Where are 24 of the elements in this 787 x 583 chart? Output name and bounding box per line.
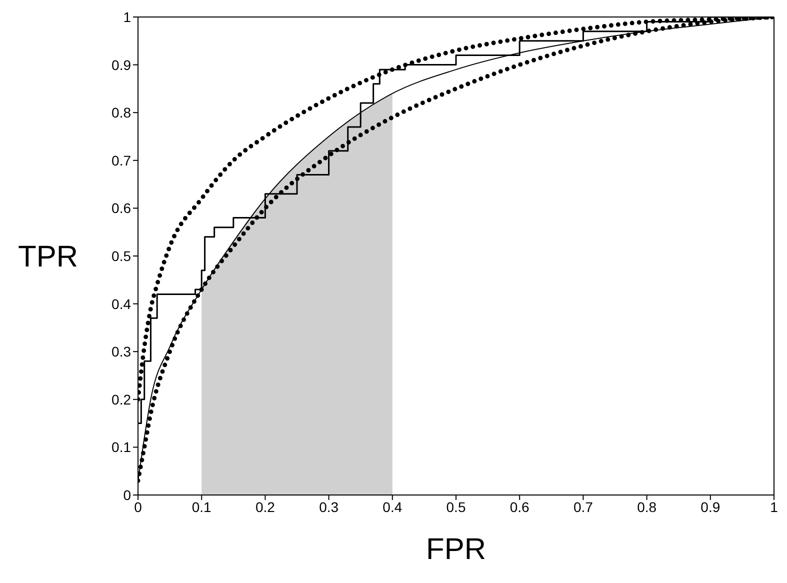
x-tick-label: 0.4 — [382, 498, 402, 515]
y-tick-label: 0.5 — [112, 248, 132, 264]
x-tick-label: 0.7 — [573, 498, 594, 515]
x-tick-label: 0.6 — [510, 498, 530, 515]
y-tick-label: 0.7 — [112, 152, 132, 168]
y-tick-label: 0.2 — [112, 391, 132, 408]
x-tick-label: 0 — [134, 498, 142, 515]
x-tick-label: 0.2 — [255, 498, 276, 515]
x-tick-label: 1 — [770, 498, 778, 515]
x-tick-label: 0.8 — [637, 498, 657, 515]
y-tick-label: 0.3 — [112, 344, 132, 360]
y-axis-title: TPR — [18, 240, 78, 274]
x-tick-label: 0.1 — [192, 498, 212, 515]
x-tick-label: 0.5 — [446, 498, 466, 515]
y-tick-label: 0.8 — [112, 104, 132, 121]
y-tick-label: 0.4 — [112, 296, 132, 312]
y-tick-label: 1 — [123, 8, 132, 25]
x-tick-label: 0.3 — [319, 498, 339, 515]
y-tick-label: 0.1 — [112, 439, 132, 456]
y-tick-label: 0 — [123, 486, 132, 503]
x-axis-title: FPR — [426, 533, 486, 566]
x-tick-label: 0.9 — [700, 498, 720, 515]
y-tick-label: 0.6 — [112, 200, 132, 216]
y-tick-label: 0.9 — [112, 56, 132, 73]
